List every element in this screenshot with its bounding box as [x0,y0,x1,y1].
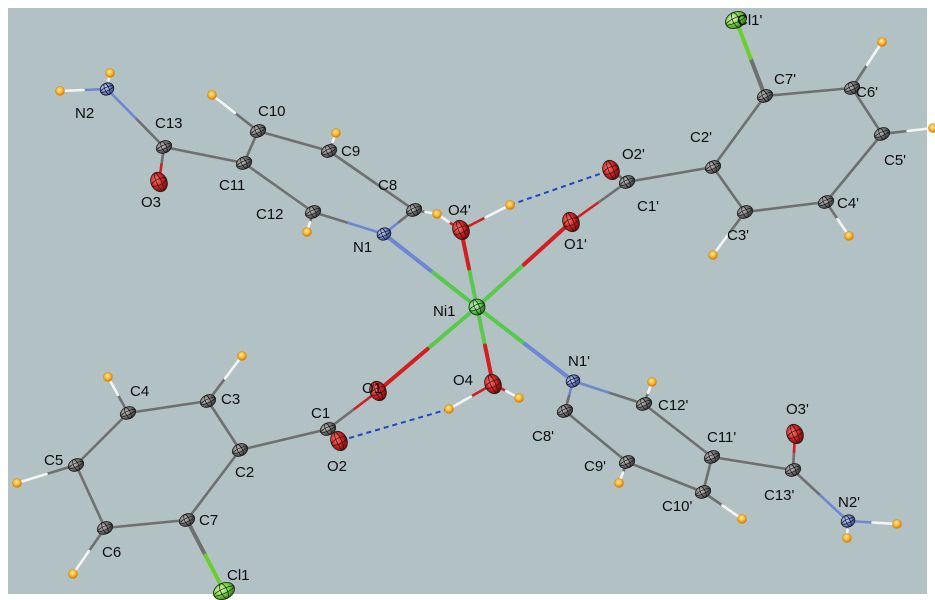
label-o2: O2 [327,458,347,475]
label-c10: C10 [258,103,286,120]
label-c10p: C10' [662,498,693,515]
atom-h-c3 [238,352,247,361]
label-cl1: Cl1 [227,567,250,584]
atom-h-c9 [332,129,341,138]
label-c5: C5 [44,452,63,469]
label-c4p: C4' [837,195,859,212]
atom-h-n2pa [893,520,902,529]
atom-h-c6 [69,570,78,579]
atom-h-c3p [709,251,718,260]
label-n1: N1 [353,239,372,256]
label-o4p: O4' [448,202,471,219]
label-c11: C11 [219,177,245,194]
atom-h-o4 [445,405,454,414]
label-c5p: C5' [884,152,906,169]
label-c6p: C6' [856,84,878,101]
label-c3p: C3' [727,227,749,244]
atom-h-c8 [433,210,442,219]
label-c11p: C11' [707,429,736,446]
label-c13: C13 [155,115,183,132]
label-c9: C9 [341,143,360,160]
label-c2: C2 [235,464,254,481]
label-o1: O1 [362,380,382,397]
label-c6: C6 [102,544,121,561]
label-c13p: C13' [764,487,795,504]
atom-h-c9p [615,479,624,488]
label-c3: C3 [221,391,240,408]
label-c12: C12 [256,206,284,223]
label-cl1p: Cl1' [737,12,763,29]
label-c1p: C1' [637,198,659,215]
atom-h-c10p [738,515,747,524]
label-n2p: N2' [838,494,860,511]
atom-h-c6p [878,38,887,47]
atom-h-c4p [845,232,854,241]
atom-h-n2b [106,69,115,78]
atom-h-c10 [208,91,217,100]
label-c7p: C7' [774,71,796,88]
label-o1p: O1' [564,236,587,253]
label-c9p: C9' [584,458,606,475]
label-c7: C7 [199,512,218,529]
label-o3: O3 [141,194,161,211]
atom-h-o4p [506,201,515,210]
label-c1: C1 [311,405,330,422]
label-c8p: C8' [532,428,554,445]
atom-h-c5 [13,479,22,488]
atom-h-c4 [104,373,113,382]
label-n2: N2 [75,105,94,122]
label-c12p: C12' [658,397,689,414]
label-c2p: C2' [690,129,712,146]
atom-h-c12 [303,228,312,237]
label-o4: O4 [453,372,473,389]
label-c4: C4 [130,383,149,400]
label-n1p: N1' [568,353,590,370]
atom-h-n2pb [843,534,852,543]
label-o2p: O2' [622,146,645,163]
label-o3p: O3' [786,401,809,418]
label-ni1: Ni1 [433,303,456,320]
atom-h-c5p [929,124,935,133]
atom-h-c12p [648,378,657,387]
label-c8: C8 [378,177,397,194]
atom-h-n2a [56,87,65,96]
atom-h-c8p [515,394,524,403]
